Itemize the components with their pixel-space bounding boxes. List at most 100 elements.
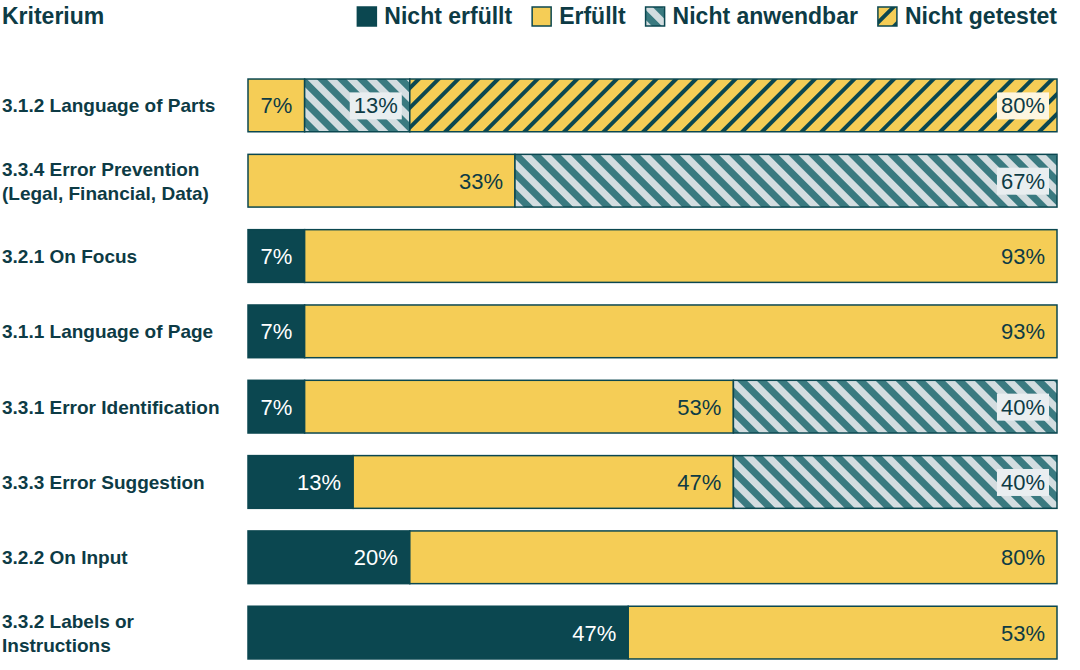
chart-svg: Kriterium Nicht erfüllt Erfüllt Nicht anwen… [0,0,1080,670]
data-label-group: 7% [260,395,292,420]
legend-label: Nicht getestet [905,3,1057,29]
data-label: 7% [260,395,292,420]
data-label-group: 47% [677,470,721,495]
legend-label: Nicht anwendbar [673,3,858,29]
data-label-group: 13% [297,470,341,495]
data-label-group: 40% [997,469,1049,496]
data-label-group: 47% [572,621,616,646]
bar-segment [1056,305,1058,358]
category-label: 3.3.1 Error Identification [2,397,220,418]
data-label-group: 7% [260,244,292,269]
bar-segment [248,380,305,433]
bar-segment [1056,230,1058,283]
data-label: 7% [260,244,292,269]
axis-title: Kriterium [2,3,104,29]
bar-segment [305,305,1057,358]
data-label: 7% [260,93,292,118]
legend-item: Nicht erfüllt [357,3,512,29]
data-label: 40% [1001,395,1045,420]
category-label-line: 3.3.2 Labels or [2,611,135,632]
data-label-group: 7% [260,319,292,344]
bar-segment [305,230,1057,283]
bar-segment [628,606,1057,659]
bar-segment [305,380,734,433]
legend-item: Nicht anwendbar [646,3,858,29]
category-label: 3.1.2 Language of Parts [2,95,215,116]
bar-segment [1056,531,1058,584]
bars [248,79,1057,659]
category-label-line: 3.1.1 Language of Page [2,321,213,342]
category-label: 3.3.2 Labels or Instructions [2,611,135,656]
data-label-background [997,92,1049,119]
bar-segment [305,79,410,132]
bar-segment [733,380,1057,433]
data-label-group: 80% [997,92,1049,119]
data-label: 53% [1001,621,1045,646]
bar-segment [1056,531,1058,584]
data-label: 53% [677,395,721,420]
data-label-group: 93% [1001,244,1045,269]
category-label-line: 3.1.2 Language of Parts [2,95,215,116]
chart-container: Kriterium Nicht erfüllt Erfüllt Nicht anwen… [0,0,1080,670]
data-label-group: 53% [1001,621,1045,646]
category-label-line: Instructions [2,635,111,656]
category-label-line: 3.3.3 Error Suggestion [2,472,205,493]
category-label-line: 3.3.4 Error Prevention [2,159,199,180]
data-label: 33% [459,169,503,194]
data-label-group: 33% [459,169,503,194]
data-label-group: 80% [1001,545,1045,570]
bar-segment [1056,456,1058,509]
bar-segment [1056,230,1058,283]
category-label: 3.2.1 On Focus [2,246,137,267]
data-label: 93% [1001,244,1045,269]
bar-segment [733,456,1057,509]
bar-segment [1056,380,1058,433]
category-label: 3.1.1 Language of Page [2,321,213,342]
bar-segment [248,456,353,509]
legend: Nicht erfüllt Erfüllt Nicht anwendbar Nicht… [357,3,1057,29]
category-label: 3.2.2 On Input [2,547,128,568]
category-label-line: 3.3.1 Error Identification [2,397,220,418]
data-label: 47% [677,470,721,495]
data-label-group: 7% [260,93,292,118]
bar-segment [1056,606,1058,659]
category-label-line: 3.2.2 On Input [2,547,128,568]
data-label-group: 40% [997,394,1049,421]
data-label: 67% [1001,169,1045,194]
data-label-group: 53% [677,395,721,420]
data-label-background [997,469,1049,496]
data-label-background [997,168,1049,195]
data-label-group: 67% [997,168,1049,195]
bar-segment [410,79,1057,132]
legend-label: Erfüllt [559,3,626,29]
data-label-group: 20% [354,545,398,570]
data-label: 13% [354,93,398,118]
legend-label: Nicht erfüllt [384,3,512,29]
category-label: 3.3.4 Error Prevention (Legal, Financial,… [2,159,209,204]
legend-swatch [357,7,376,26]
category-label-line: (Legal, Financial, Data) [2,183,209,204]
category-label-line: 3.2.1 On Focus [2,246,137,267]
legend-swatch [878,7,897,26]
bar-segment [515,154,1057,207]
category-axis: 3.1.2 Language of Parts 3.3.4 Error Preve… [2,95,220,655]
legend-swatch [532,7,551,26]
data-label: 47% [572,621,616,646]
bar-segment [248,606,628,659]
bar-segment [1056,305,1058,358]
bar-segment [248,305,305,358]
bar-segment [1056,606,1058,659]
bar-segment [248,154,515,207]
bar-segment [353,456,733,509]
data-label: 40% [1001,470,1045,495]
data-label: 80% [1001,93,1045,118]
category-label: 3.3.3 Error Suggestion [2,472,205,493]
bar-segment [248,531,410,584]
bar-segment [410,531,1057,584]
legend-item: Nicht getestet [878,3,1057,29]
data-label-background [997,394,1049,421]
bar-segment [248,230,305,283]
data-label-group: 13% [350,92,402,119]
data-label: 93% [1001,319,1045,344]
legend-swatch [646,7,665,26]
